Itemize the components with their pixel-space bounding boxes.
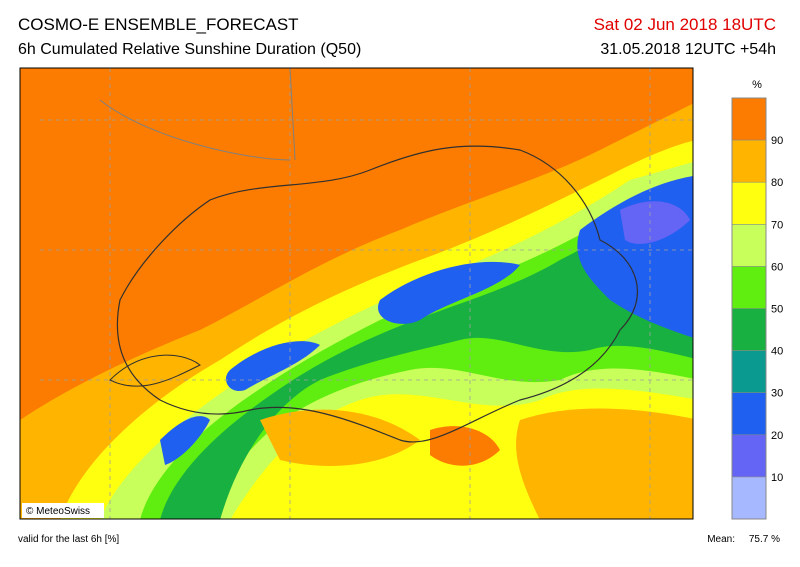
colorbar-bin	[732, 266, 766, 309]
colorbar-tick-label: 80	[771, 177, 783, 189]
border	[99, 68, 296, 161]
colorbar-bin	[732, 350, 766, 393]
region	[225, 341, 320, 391]
colorbar-tick-label: 40	[771, 346, 783, 358]
colorbar-bin	[732, 182, 766, 225]
graticule	[40, 68, 693, 519]
colorbar-bin	[732, 392, 766, 435]
run-time: 31.05.2018 12UTC +54h	[600, 41, 776, 58]
colorbar-bin	[732, 98, 766, 141]
validity-note: valid for the last 6h [%]	[18, 534, 119, 545]
region	[160, 192, 693, 519]
title: COSMO-E ENSEMBLE_FORECAST	[18, 15, 299, 34]
colorbar-bin	[732, 476, 766, 519]
mean-value: 75.7 %	[749, 534, 780, 545]
region	[160, 416, 210, 465]
region	[378, 261, 520, 324]
colorbar-bin	[732, 434, 766, 477]
colorbar-bin	[732, 224, 766, 267]
colorbar-tick-label: 60	[771, 261, 783, 273]
region	[516, 408, 693, 519]
mean-label: Mean:	[707, 534, 735, 545]
subtitle: 6h Cumulated Relative Sunshine Duration …	[18, 41, 361, 58]
colorbar-tick-label: 20	[771, 430, 783, 442]
copyright-box	[22, 503, 104, 518]
border	[116, 145, 638, 443]
colorbar-tick-label: 10	[771, 472, 783, 484]
colorbar-bin	[732, 308, 766, 351]
colorbar: % 10 20 30 40 50 60 70 80 90	[731, 79, 783, 520]
map-frame	[19, 67, 694, 520]
colorbar-bin	[732, 140, 766, 183]
lake	[109, 354, 201, 387]
colorbar-tick-label: 30	[771, 388, 783, 400]
valid-time: Sat 02 Jun 2018 18UTC	[594, 15, 776, 34]
colorbar-unit: %	[752, 79, 762, 91]
copyright: © MeteoSwiss	[26, 506, 90, 517]
colorbar-tick-label: 50	[771, 304, 783, 316]
region	[260, 409, 420, 466]
region	[620, 201, 690, 244]
map: © MeteoSwiss	[19, 67, 694, 520]
colorbar-tick-label: 90	[771, 135, 783, 147]
colorbar-tick-label: 70	[771, 219, 783, 231]
region	[430, 426, 500, 466]
